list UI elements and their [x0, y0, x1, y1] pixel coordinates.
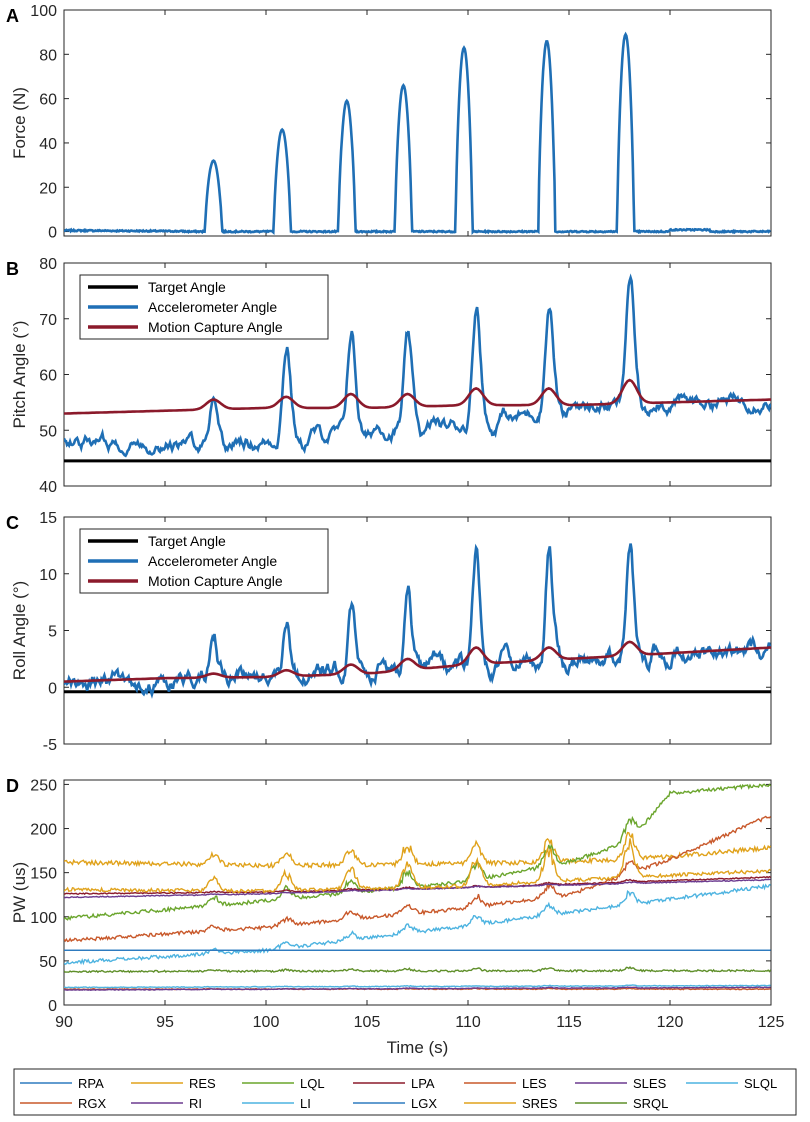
pw-legend-rgx: RGX: [78, 1096, 107, 1111]
pw-legend-li: LI: [300, 1096, 311, 1111]
y-tick-label: -5: [43, 737, 57, 754]
pw-line-les: [64, 815, 771, 943]
pw-legend-sres: SRES: [522, 1096, 558, 1111]
y-tick-label: 40: [39, 479, 57, 496]
pw-line-li: [64, 984, 771, 989]
pw-legend-res: RES: [189, 1076, 216, 1091]
panel-letter: A: [6, 6, 19, 26]
y-tick-label: 10: [39, 567, 57, 584]
x-axis-label: Time (s): [387, 1038, 449, 1057]
y-tick-label: 0: [48, 225, 57, 242]
pw-legend-lpa: LPA: [411, 1076, 435, 1091]
panel-c: -5 0 5 10 15 C Roll Angle (°) Target Angle Accel…: [6, 510, 772, 754]
panel-letter: B: [6, 259, 19, 279]
y-tick-label: 0: [48, 998, 57, 1015]
x-tick-label: 100: [253, 1014, 280, 1031]
pw-legend-lql: LQL: [300, 1076, 325, 1091]
y-tick-label: 20: [39, 180, 57, 197]
y-tick-label: 250: [30, 777, 57, 794]
panel-letter: C: [6, 513, 19, 533]
pw-line-slql: [64, 883, 771, 966]
y-tick-label: 80: [39, 47, 57, 64]
y-tick-label: 100: [30, 3, 57, 20]
x-tick-label: 115: [556, 1014, 582, 1031]
y-tick-label: 15: [39, 510, 57, 527]
legend-target-angle: Target Angle: [148, 533, 226, 549]
x-tick-label: 125: [758, 1014, 785, 1031]
legend-accelerometer-angle: Accelerometer Angle: [148, 553, 277, 569]
pw-legend-ri: RI: [189, 1096, 202, 1111]
pw-legend-box: [13, 1068, 797, 1116]
pw-line-res: [64, 831, 771, 870]
legend-motion-capture-angle: Motion Capture Angle: [148, 573, 283, 589]
panel-a: 0 20 40 60 80 100 A Force (N): [6, 3, 772, 242]
panel-letter: D: [6, 776, 19, 796]
pw-line-sres: [64, 838, 771, 894]
y-axis-label: Force (N): [10, 87, 29, 159]
accelerometer-angle-line: [64, 273, 771, 458]
pw-line-lql: [64, 783, 771, 921]
x-tick-label: 95: [156, 1014, 174, 1031]
x-tick-label: 105: [354, 1014, 381, 1031]
pw-legend-slql: SLQL: [744, 1076, 777, 1091]
pw-legend-sles: SLES: [633, 1076, 667, 1091]
y-tick-label: 100: [30, 910, 57, 927]
y-axis-label: PW (us): [10, 862, 29, 923]
x-tick-label: 110: [455, 1014, 481, 1031]
pw-legend-srql: SRQL: [633, 1096, 668, 1111]
legend-motion-capture-angle: Motion Capture Angle: [148, 319, 283, 335]
y-tick-label: 0: [48, 680, 57, 697]
pw-legend: RPA RES LQL LPA LES SLES SLQL RGX RI LI LGX SRES SRQ…: [13, 1068, 797, 1116]
pw-legend-rpa: RPA: [78, 1076, 104, 1091]
force-line: [64, 31, 771, 235]
x-tick-label: 120: [657, 1014, 684, 1031]
legend-target-angle: Target Angle: [148, 279, 226, 295]
angle-legend: Target Angle Accelerometer Angle Motion Ca…: [79, 274, 329, 340]
y-tick-label: 60: [39, 368, 57, 385]
legend-accelerometer-angle: Accelerometer Angle: [148, 299, 277, 315]
y-tick-label: 70: [39, 312, 57, 329]
y-axis-label: Roll Angle (°): [10, 581, 29, 680]
pw-line-ri: [64, 986, 771, 992]
pw-line-sles: [64, 878, 771, 899]
y-tick-label: 40: [39, 136, 57, 153]
motion-capture-angle-line: [64, 378, 771, 415]
y-tick-label: 200: [30, 822, 57, 839]
panel-b: 40 50 60 70 80 B Pitch Angle (°) Target Angle Ac…: [6, 256, 772, 496]
pw-line-srql: [64, 966, 771, 974]
pw-legend-les: LES: [522, 1076, 547, 1091]
x-tick-label: 90: [55, 1014, 73, 1031]
y-tick-label: 5: [48, 624, 57, 641]
y-tick-label: 60: [39, 92, 57, 109]
plot-area: [63, 9, 772, 237]
y-axis-label: Pitch Angle (°): [10, 321, 29, 429]
y-tick-label: 50: [39, 954, 57, 971]
pw-legend-lgx: LGX: [411, 1096, 437, 1111]
y-tick-label: 80: [39, 256, 57, 273]
y-tick-label: 150: [30, 866, 57, 883]
y-tick-label: 50: [39, 423, 57, 440]
motion-capture-angle-line: [64, 640, 771, 683]
angle-legend: Target Angle Accelerometer Angle Motion Ca…: [79, 528, 329, 594]
panel-d: 0 50 100 150 200 250 90 95 100 105 110 115 120 125 D PW…: [6, 776, 784, 1031]
